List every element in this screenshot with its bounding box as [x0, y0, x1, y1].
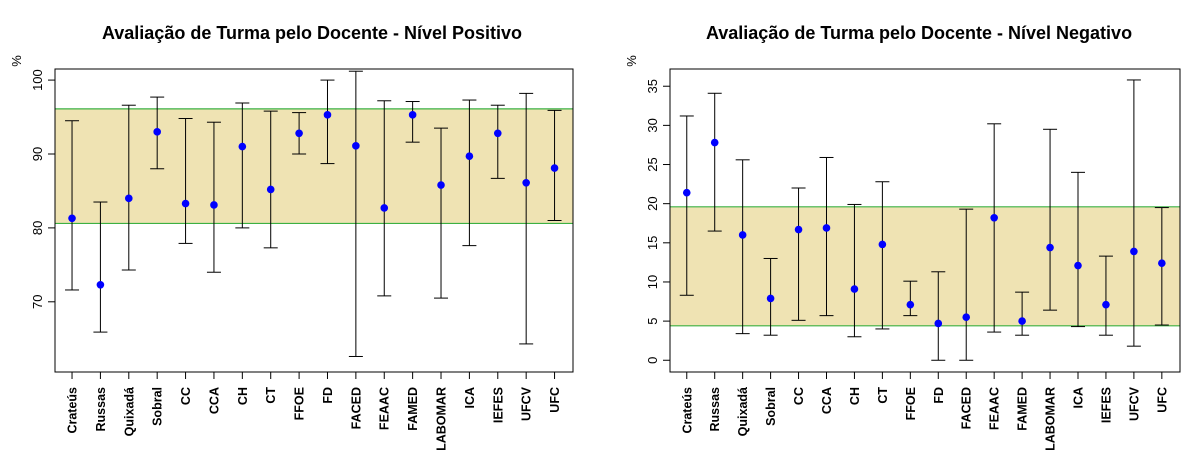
x-tick-label: UFCV	[520, 386, 534, 421]
x-tick-label: Quixadá	[122, 387, 136, 436]
y-tick-label: 0	[645, 357, 660, 364]
x-tick-label: FAMED	[406, 387, 420, 431]
data-point	[934, 319, 943, 328]
data-point	[437, 181, 445, 189]
x-tick-label: IEFES	[491, 387, 505, 423]
data-point	[550, 164, 559, 172]
data-point	[408, 111, 417, 119]
data-point	[1046, 243, 1054, 252]
x-tick-label: CT	[876, 387, 890, 404]
data-point	[1102, 300, 1110, 309]
x-tick-label: CCA	[820, 387, 834, 414]
data-point	[181, 199, 190, 208]
y-tick-label: 5	[645, 317, 660, 324]
data-point	[153, 128, 161, 136]
x-tick-label: FFOE	[293, 387, 307, 420]
y-tick-label: 25	[645, 157, 660, 171]
data-point	[822, 224, 831, 232]
data-point	[962, 313, 971, 321]
data-point	[738, 231, 747, 239]
data-point	[682, 188, 691, 197]
data-point	[1158, 259, 1166, 267]
y-tick-label: 15	[645, 236, 660, 250]
x-tick-label: Russas	[708, 387, 722, 432]
y-axis-label: %	[9, 55, 24, 67]
data-point	[68, 214, 76, 223]
x-tick-label: Crateús	[66, 387, 80, 434]
y-tick-label: 10	[645, 275, 660, 289]
x-tick-label: FACED	[960, 387, 974, 429]
x-tick-label: FACED	[349, 387, 363, 429]
data-point	[766, 294, 775, 303]
x-tick-label: CT	[264, 387, 278, 404]
x-tick-label: ICA	[1072, 387, 1086, 409]
x-tick-label: Crateús	[680, 387, 694, 434]
x-tick-label: FEAAC	[378, 387, 392, 430]
data-point	[1130, 247, 1138, 256]
x-tick-label: UFC	[548, 387, 562, 413]
x-tick-label: UFCV	[1127, 386, 1141, 421]
chart-positive: Avaliação de Turma pelo Docente - Nível …	[9, 23, 574, 451]
x-tick-label: Sobral	[151, 387, 165, 426]
y-axis-label: %	[624, 55, 639, 67]
x-tick-label: FAMED	[1016, 387, 1030, 431]
x-tick-label: ICA	[463, 387, 477, 409]
data-point	[266, 185, 275, 194]
x-tick-label: FD	[932, 387, 946, 404]
x-tick-label: Quixadá	[736, 387, 750, 436]
data-point	[380, 204, 389, 212]
plot-frame	[54, 68, 574, 373]
y-tick-label: 90	[30, 147, 45, 161]
x-tick-label: CH	[848, 387, 862, 405]
y-tick-label: 20	[645, 196, 660, 210]
data-point	[124, 194, 133, 203]
data-point	[1018, 317, 1026, 325]
x-tick-label: LABOMAR	[1044, 387, 1058, 451]
x-tick-label: CH	[236, 387, 250, 405]
data-point	[323, 111, 332, 119]
y-tick-label: 70	[30, 295, 45, 309]
x-tick-label: FFOE	[904, 387, 918, 420]
data-point	[295, 129, 303, 138]
data-point	[878, 240, 887, 249]
y-tick-label: 80	[30, 221, 45, 235]
plot-frame	[669, 68, 1181, 373]
x-tick-label: LABOMAR	[435, 387, 449, 451]
x-tick-label: CC	[179, 387, 193, 405]
data-point	[990, 213, 998, 222]
reference-band	[55, 108, 573, 224]
x-tick-label: IEFES	[1099, 387, 1113, 423]
chart-title: Avaliação de Turma pelo Docente - Nível …	[102, 23, 522, 43]
chart-title: Avaliação de Turma pelo Docente - Nível …	[706, 23, 1132, 43]
y-tick-label: 100	[30, 69, 45, 91]
x-tick-label: UFC	[1155, 387, 1169, 413]
data-point	[238, 142, 247, 151]
x-tick-label: Russas	[94, 387, 108, 432]
y-tick-label: 35	[645, 79, 660, 93]
data-point	[794, 225, 803, 234]
x-tick-label: CCA	[207, 387, 221, 414]
y-tick-label: 30	[645, 118, 660, 132]
data-point	[493, 129, 502, 138]
data-point	[96, 280, 105, 289]
x-tick-label: Sobral	[764, 387, 778, 426]
data-point	[710, 138, 719, 147]
reference-band	[670, 206, 1180, 326]
chart-negative: Avaliação de Turma pelo Docente - Nível …	[624, 23, 1181, 451]
data-point	[210, 201, 218, 209]
x-tick-label: FD	[321, 387, 335, 404]
x-tick-label: CC	[792, 387, 806, 405]
data-point	[850, 285, 859, 293]
data-point	[352, 142, 360, 150]
x-tick-label: FEAAC	[988, 387, 1002, 430]
data-point	[465, 152, 474, 161]
data-point	[906, 300, 915, 309]
data-point	[522, 179, 530, 187]
data-point	[1074, 261, 1082, 270]
